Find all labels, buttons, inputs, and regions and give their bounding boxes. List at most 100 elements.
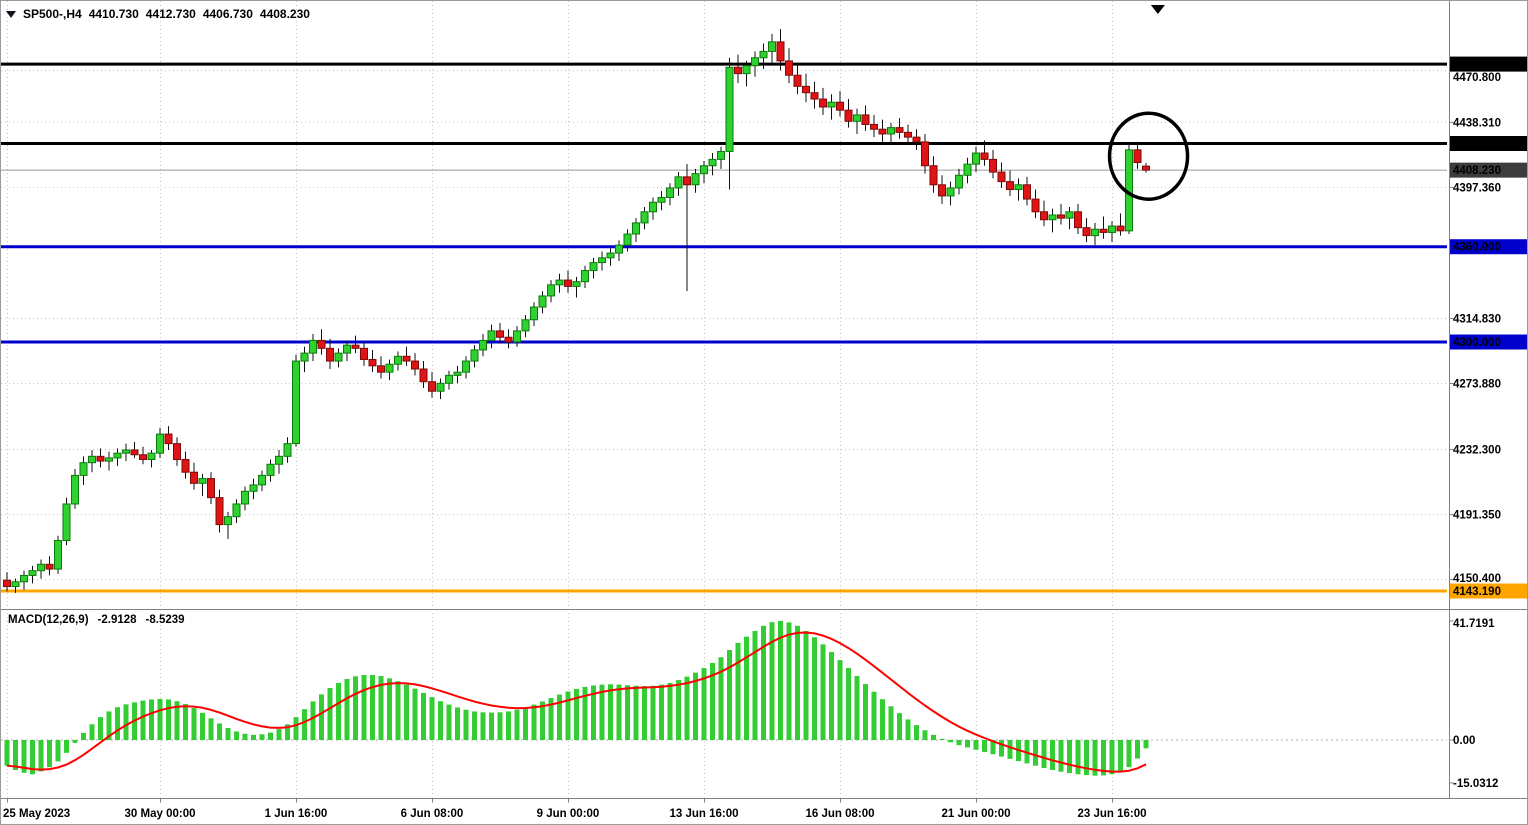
- macd-bar: [922, 730, 928, 740]
- macd-bar: [761, 625, 766, 740]
- price-axis-chips: 4475.000 4425.000 4360.000 4300.000 4143.190…: [1450, 56, 1527, 599]
- macd-bar: [1033, 740, 1038, 766]
- candles: [3, 29, 1150, 593]
- bear-candle: [173, 443, 181, 461]
- bull-candle: [572, 281, 581, 287]
- bear-candle: [904, 131, 912, 138]
- macd-bar: [183, 704, 188, 740]
- bear-candle: [1031, 198, 1040, 213]
- macd-bar: [47, 740, 52, 768]
- time-axis-labels[interactable]: 25 May 2023 30 May 00:00 1 Jun 16:00 6 Jun …: [3, 798, 1147, 821]
- level-price-chip-bg: [1450, 334, 1527, 350]
- bear-candle: [351, 344, 360, 349]
- macd-bar: [1092, 740, 1098, 776]
- bear-candle: [45, 563, 54, 570]
- macd-bar: [455, 707, 460, 740]
- macd-bar: [965, 740, 970, 748]
- price-grid-label: 4150.400: [1453, 573, 1501, 585]
- bull-candle: [691, 173, 700, 186]
- macd-bar: [625, 685, 630, 740]
- bear-candle: [929, 165, 938, 186]
- macd-bar: [931, 734, 936, 740]
- bear-candle: [980, 152, 989, 160]
- macd-bar: [565, 691, 571, 740]
- bull-candle: [113, 452, 122, 459]
- macd-bar: [1058, 740, 1064, 772]
- bear-candle: [878, 128, 887, 135]
- macd-bar: [633, 685, 639, 740]
- bull-candle: [606, 252, 615, 259]
- macd-bar: [336, 682, 341, 740]
- macd-bar: [667, 682, 673, 740]
- bear-candle: [989, 158, 997, 173]
- macd-bar: [778, 620, 783, 740]
- macd-bar: [744, 636, 749, 740]
- bull-candle: [768, 41, 776, 52]
- bear-candle: [938, 184, 946, 197]
- symbol-timeframe[interactable]: SP500-,H4: [23, 7, 82, 21]
- bear-candle: [190, 471, 198, 484]
- bear-candle: [368, 358, 377, 367]
- macd-bar: [344, 678, 350, 740]
- current-price-chip-bg: [1450, 162, 1527, 178]
- bull-candle: [79, 462, 88, 476]
- bull-candle: [538, 295, 547, 308]
- bear-candle: [997, 171, 1006, 183]
- bull-candle: [887, 127, 895, 135]
- bear-candle: [1099, 228, 1108, 233]
- macd-bar: [914, 725, 919, 740]
- macd-bar: [718, 657, 724, 740]
- macd-bar: [242, 733, 248, 740]
- price-axis-labels[interactable]: 4470.800 4438.310 4397.360 4314.830 4273.880…: [1449, 70, 1501, 585]
- bear-candle: [802, 85, 810, 94]
- macd-bar: [387, 678, 392, 740]
- macd-bar: [1143, 740, 1149, 749]
- bull-candle: [445, 374, 453, 384]
- bear-candle: [181, 459, 190, 473]
- bull-candle: [827, 101, 836, 108]
- level-lines: [1, 62, 1447, 593]
- date-label: 9 Jun 00:00: [537, 808, 600, 820]
- level-price-chip: 4360.000: [1453, 242, 1501, 254]
- date-label: 23 Jun 16:00: [1077, 808, 1146, 820]
- bear-candle: [1133, 149, 1142, 164]
- bull-candle: [759, 50, 768, 59]
- bull-candle: [530, 306, 538, 321]
- macd-bar: [268, 732, 273, 740]
- macd-bar: [1118, 740, 1123, 772]
- macd-bar: [72, 740, 78, 743]
- bear-candle: [912, 136, 921, 143]
- bear-candle: [844, 109, 853, 122]
- macd-bar: [701, 668, 707, 740]
- macd-name: MACD(12,26,9): [8, 614, 89, 626]
- date-label: 25 May 2023: [3, 808, 70, 820]
- macd-bar: [956, 740, 962, 746]
- macd-bar: [310, 701, 316, 740]
- macd-bar: [514, 709, 520, 740]
- macd-bar: [795, 625, 800, 740]
- macd-bar: [548, 698, 554, 740]
- macd-axis-labels[interactable]: 41.7191 0.00 -15.0312: [1449, 618, 1499, 790]
- bear-candle: [861, 114, 870, 125]
- bull-candle: [1065, 211, 1074, 219]
- bull-candle: [292, 360, 300, 445]
- macd-bar: [21, 740, 27, 773]
- highlight-circle-annotation[interactable]: [1107, 111, 1190, 201]
- bull-candle: [28, 570, 37, 576]
- price-grid-label: 4470.800: [1453, 72, 1501, 84]
- bear-candle: [810, 92, 819, 100]
- macd-bar: [64, 740, 69, 753]
- bull-candle: [20, 574, 28, 583]
- macd-bar: [506, 711, 511, 740]
- bull-candle: [649, 201, 657, 213]
- macd-bar: [472, 711, 477, 740]
- bear-candle: [1006, 181, 1014, 191]
- symbol-dropdown-icon[interactable]: [6, 10, 16, 18]
- macd-bar: [208, 718, 214, 740]
- macd-bar: [1126, 740, 1132, 768]
- macd-bar: [871, 691, 877, 740]
- bear-candle: [921, 141, 929, 167]
- macd-bar: [599, 684, 605, 740]
- bull-candle: [742, 65, 751, 75]
